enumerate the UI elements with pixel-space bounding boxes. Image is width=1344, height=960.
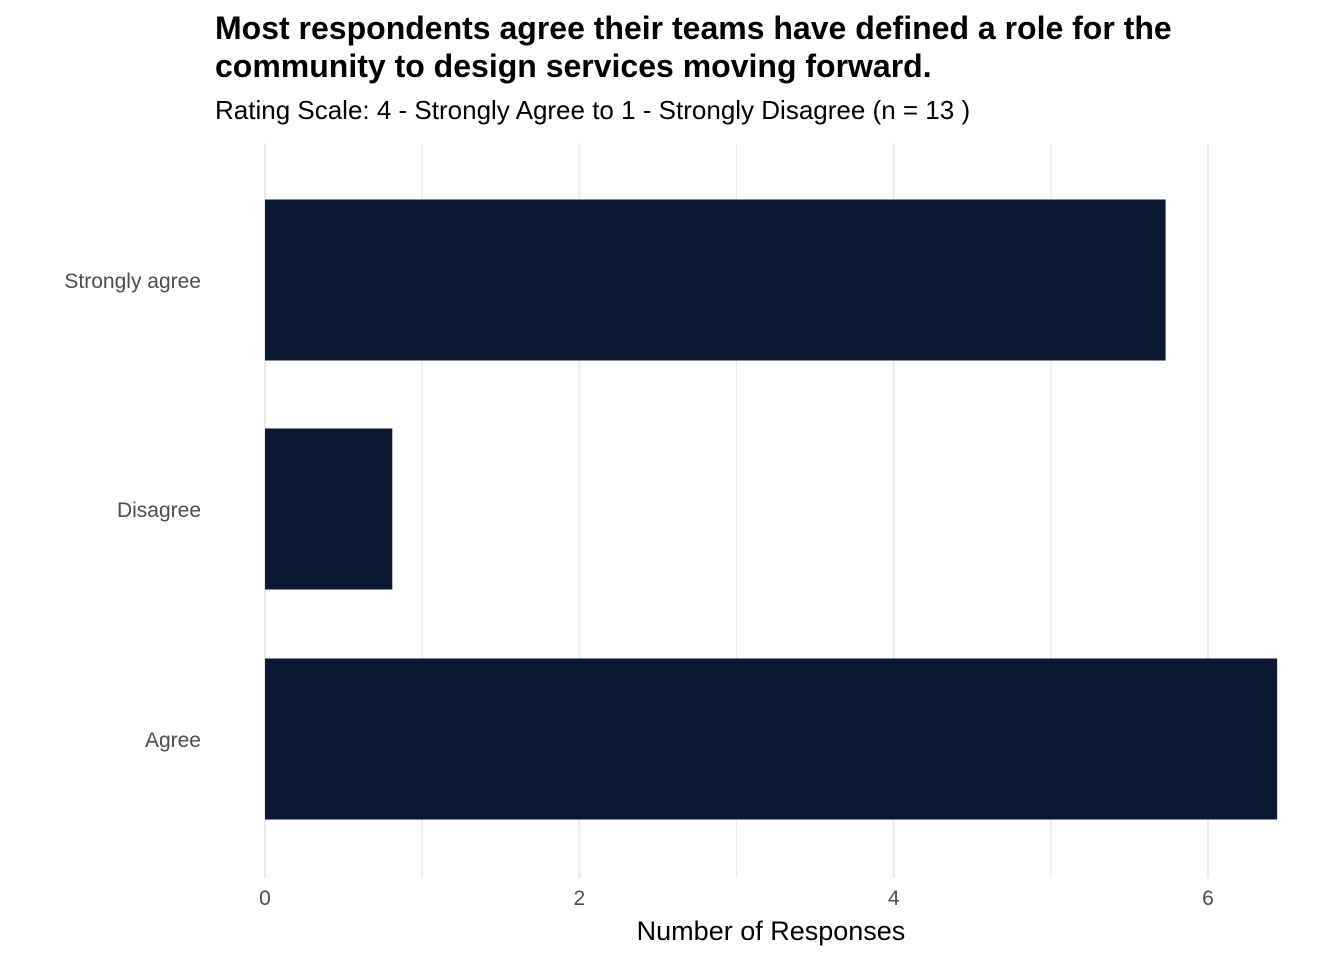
bar-agree	[265, 658, 1278, 820]
bars	[265, 199, 1278, 820]
x-tick-label: 0	[259, 887, 271, 910]
chart-subtitle: Rating Scale: 4 - Strongly Agree to 1 - …	[215, 95, 971, 125]
y-tick-label: Disagree	[117, 499, 201, 522]
bar-strongly-agree	[265, 199, 1166, 361]
x-tick-label: 6	[1202, 887, 1214, 910]
bar-disagree	[265, 428, 393, 590]
y-axis-tick-labels: Strongly agree Disagree Agree	[64, 270, 201, 752]
y-tick-label: Strongly agree	[64, 270, 201, 293]
x-tick-label: 4	[888, 887, 900, 910]
x-axis-tick-labels: 0 2 4 6	[259, 887, 1214, 910]
chart-title: Most respondents agree their teams have …	[215, 10, 1172, 84]
x-tick-label: 2	[573, 887, 585, 910]
y-tick-label: Agree	[145, 729, 201, 752]
x-axis-title: Number of Responses	[637, 916, 906, 946]
